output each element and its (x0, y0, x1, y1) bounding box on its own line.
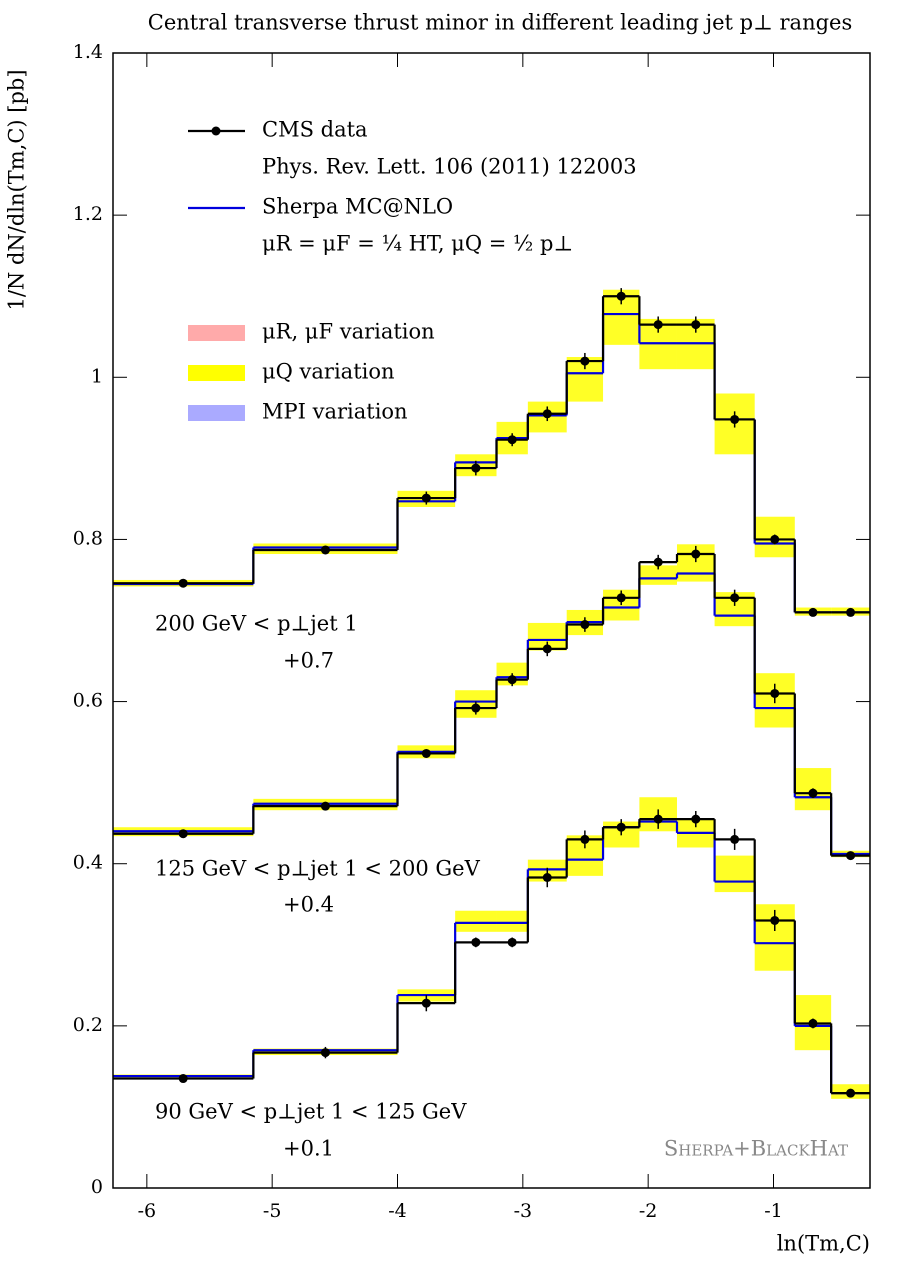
y-tick-label: 1.2 (73, 203, 103, 225)
y-tick-label: 0.6 (73, 690, 103, 712)
y-axis-label: 1/N dN/dln(Tm,C) [pb] (5, 69, 29, 310)
data-point (580, 356, 590, 366)
x-tick-label: -5 (263, 1200, 282, 1222)
variation-band (455, 910, 497, 932)
data-point (320, 545, 330, 555)
legend-note: Phys. Rev. Lett. 106 (2011) 122003 (262, 155, 637, 179)
data-point (730, 593, 740, 603)
data-point (507, 435, 517, 445)
watermark: Sherpa+BlackHat (664, 1137, 848, 1161)
data-point (846, 1088, 856, 1098)
legend-marker (211, 126, 221, 136)
data-point (808, 607, 818, 617)
data-point (808, 1018, 818, 1028)
data-point (421, 493, 431, 503)
legend-label: μR, μF variation (262, 320, 435, 344)
data-point (320, 801, 330, 811)
data-point (320, 1048, 330, 1058)
legend-swatch (188, 405, 245, 421)
data-point (730, 834, 740, 844)
data-point (846, 851, 856, 861)
y-tick-label: 1.4 (73, 41, 103, 63)
legend-label: Sherpa MC@NLO (262, 195, 453, 219)
legend-swatch (188, 325, 245, 341)
data-point (580, 620, 590, 630)
data-point (421, 998, 431, 1008)
x-axis-label: ln(Tm,C) (777, 1232, 870, 1256)
x-tick-label: -4 (388, 1200, 407, 1222)
legend-label: CMS data (262, 118, 368, 142)
data-point (542, 644, 552, 654)
data-point (770, 534, 780, 544)
data-point (846, 607, 856, 617)
data-point (178, 578, 188, 588)
x-tick-label: -2 (639, 1200, 658, 1222)
y-tick-label: 1 (91, 365, 103, 387)
data-point (691, 814, 701, 824)
x-tick-label: -6 (138, 1200, 157, 1222)
data-point (471, 703, 481, 713)
data-point (580, 834, 590, 844)
variation-band (496, 910, 528, 932)
data-point (542, 409, 552, 419)
data-point (691, 320, 701, 330)
data-point (507, 675, 517, 685)
data-point (471, 937, 481, 947)
data-point (178, 829, 188, 839)
data-point (178, 1074, 188, 1084)
y-tick-label: 0 (91, 1176, 103, 1198)
dataset-offset: +0.4 (283, 893, 334, 917)
data-point (421, 748, 431, 758)
data-point (471, 463, 481, 473)
chart-title: Central transverse thrust minor in diffe… (148, 11, 853, 35)
y-tick-label: 0.2 (73, 1014, 103, 1036)
legend-note: μR = μF = ¼ HT, μQ = ½ p⊥ (262, 232, 573, 256)
dataset-offset: +0.1 (283, 1137, 334, 1161)
dataset-offset: +0.7 (283, 649, 334, 673)
x-tick-label: -3 (514, 1200, 533, 1222)
data-point (653, 814, 663, 824)
dataset-label: 90 GeV < p⊥jet 1 < 125 GeV (155, 1100, 467, 1124)
variation-band (639, 565, 677, 585)
data-point (616, 593, 626, 603)
plot-frame (112, 52, 871, 1189)
x-tick-label: -1 (764, 1200, 783, 1222)
data-point (770, 915, 780, 925)
legend-label: μQ variation (262, 360, 395, 384)
y-tick-label: 0.8 (73, 527, 103, 549)
legend-label: MPI variation (262, 400, 408, 424)
data-point (616, 822, 626, 832)
data-point (507, 937, 517, 947)
variation-band (714, 855, 755, 893)
data-point (808, 788, 818, 798)
dataset-label: 125 GeV < p⊥jet 1 < 200 GeV (155, 857, 481, 881)
data-point (691, 549, 701, 559)
data-point (653, 320, 663, 330)
data-point (653, 557, 663, 567)
data-point (616, 291, 626, 301)
data-point (770, 688, 780, 698)
plot-area (113, 288, 870, 1099)
y-tick-label: 0.4 (73, 852, 103, 874)
data-point (542, 872, 552, 882)
legend-swatch (188, 365, 245, 381)
data-point (730, 414, 740, 424)
dataset-label: 200 GeV < p⊥jet 1 (155, 612, 358, 636)
